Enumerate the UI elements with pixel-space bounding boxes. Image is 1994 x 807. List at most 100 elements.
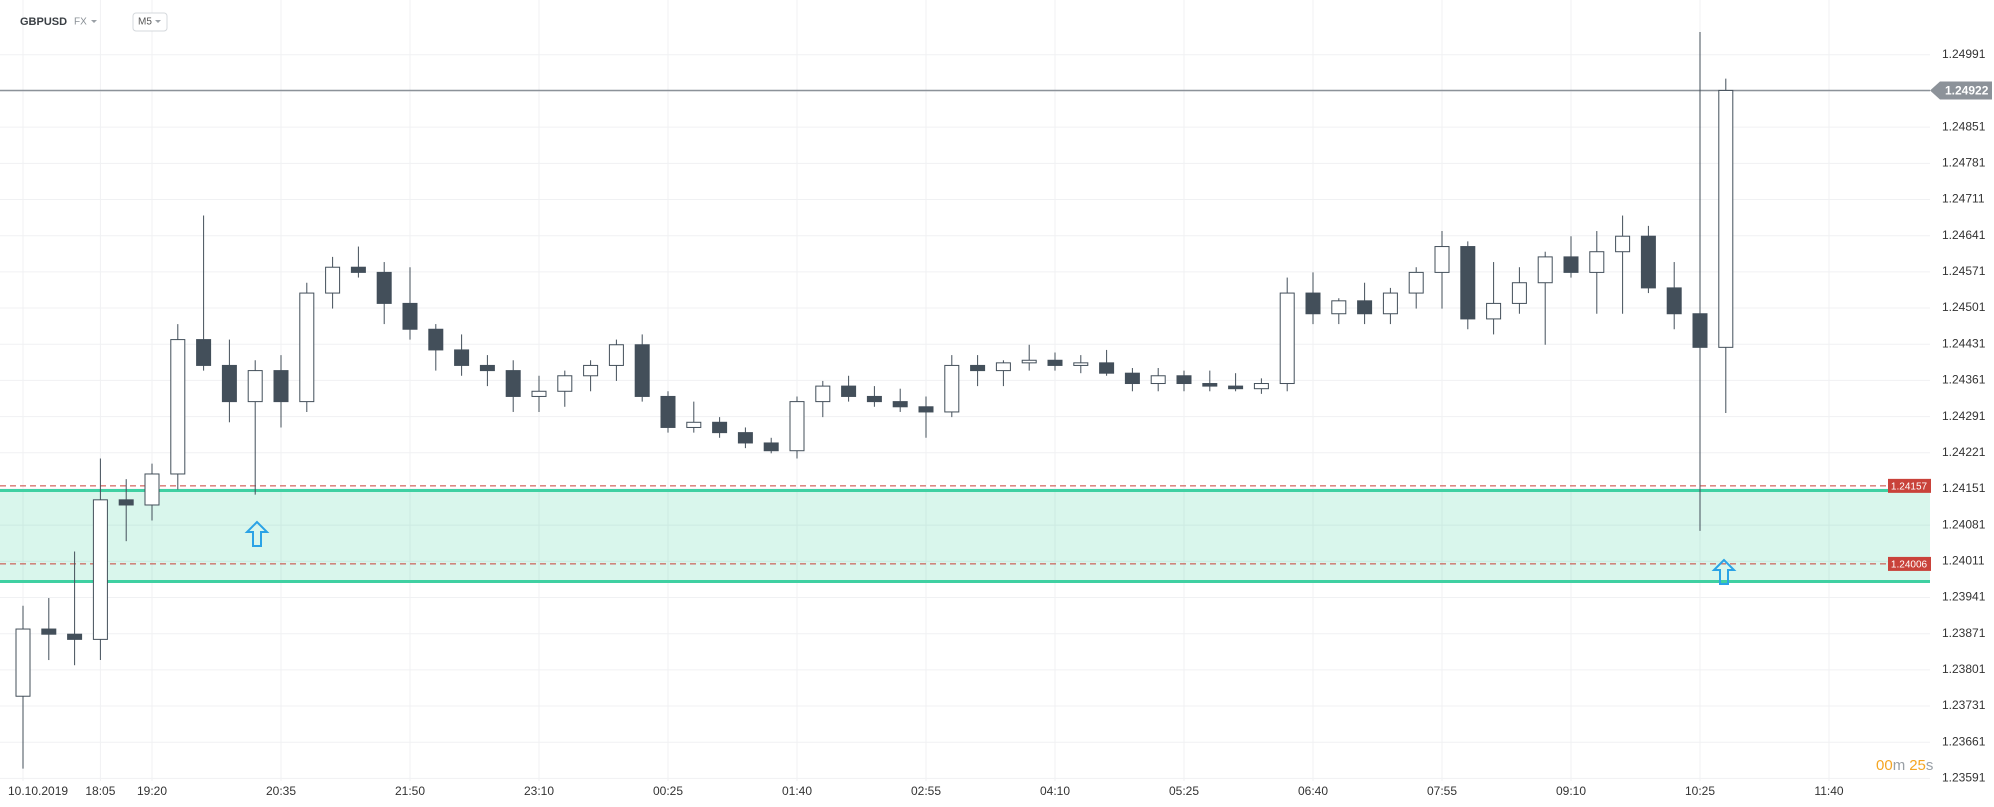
y-tick-label: 1.23871 — [1942, 626, 1986, 640]
y-tick-label: 1.24431 — [1942, 336, 1986, 350]
candle-body — [92, 499, 108, 640]
candle-body — [1047, 359, 1063, 366]
y-tick-label: 1.23801 — [1942, 662, 1986, 676]
candle-body — [737, 432, 753, 444]
candle-body — [712, 421, 728, 434]
countdown: 00m 25s — [1876, 757, 1933, 774]
candle-body — [170, 339, 186, 475]
candle-body — [789, 401, 805, 452]
timeframe-box[interactable] — [132, 12, 168, 32]
x-tick-label: 18:05 — [85, 784, 115, 798]
candle-body — [1202, 383, 1218, 387]
y-tick-label: 1.24991 — [1942, 47, 1986, 61]
candle-body — [402, 302, 418, 330]
candle-body — [299, 292, 315, 403]
candle-body — [144, 473, 160, 506]
candle-body — [608, 344, 624, 366]
y-tick-label: 1.23941 — [1942, 590, 1986, 604]
countdown-seconds: 25 — [1909, 757, 1926, 774]
buy-arrow — [244, 520, 270, 547]
timeframe-caret — [155, 20, 161, 23]
candle-body — [1563, 256, 1579, 273]
candle-body — [196, 339, 212, 366]
candle-body — [376, 271, 392, 304]
y-tick-label: 1.24851 — [1942, 119, 1986, 133]
candle-body — [944, 364, 960, 413]
x-tick-label: 05:25 — [1169, 784, 1199, 798]
candle-body — [479, 364, 495, 372]
buy-arrow — [1711, 558, 1737, 585]
candle-body — [1486, 302, 1502, 320]
candle-body — [1615, 235, 1631, 253]
candle-body — [118, 499, 134, 506]
y-tick-label: 1.24641 — [1942, 228, 1986, 242]
candle-body — [67, 633, 83, 640]
y-tick-label: 1.24361 — [1942, 373, 1986, 387]
label-layer: 1.23591 1.23661 1.23731 1.23801 1.23871 1.239… — [8, 47, 1992, 798]
x-tick-label: 11:40 — [1814, 784, 1843, 798]
x-tick-label: 07:55 — [1427, 784, 1457, 798]
candle-body — [454, 349, 470, 366]
x-tick-label: 06:40 — [1298, 784, 1328, 798]
grid-layer — [0, 0, 1930, 781]
candle-body — [1537, 256, 1553, 284]
candle-body — [350, 266, 366, 273]
candle-body — [557, 375, 573, 392]
y-tick-label: 1.24571 — [1942, 264, 1986, 278]
candle-body — [1305, 292, 1321, 315]
y-tick-label: 1.24781 — [1942, 156, 1986, 170]
candle-body — [1408, 271, 1424, 294]
y-tick-label: 1.23731 — [1942, 698, 1986, 712]
candle-body — [1692, 313, 1708, 348]
candle-body — [1666, 287, 1682, 315]
candle-body — [221, 364, 237, 403]
candle-body — [1718, 89, 1734, 348]
candle-body — [970, 364, 986, 372]
x-tick-label: 20:35 — [266, 784, 296, 798]
x-tick-label: 04:10 — [1040, 784, 1070, 798]
candle-body — [1124, 372, 1140, 385]
candle-body — [686, 421, 702, 428]
level-label: 1.24157 — [1891, 482, 1928, 493]
y-tick-label: 1.24711 — [1942, 192, 1985, 206]
candle-body — [1511, 282, 1527, 304]
candle-body — [1150, 375, 1166, 385]
candle-body — [841, 385, 857, 397]
candle-layer — [15, 32, 1734, 769]
y-tick-label: 1.24501 — [1942, 300, 1986, 314]
timeframe[interactable]: M5 — [138, 17, 152, 28]
x-tick-label: 19:20 — [137, 784, 167, 798]
candle-body — [1331, 300, 1347, 315]
market-caret — [91, 20, 97, 23]
symbol[interactable]: GBPUSD — [20, 16, 67, 28]
level-tag — [1888, 478, 1931, 493]
x-tick-label: 10.10.2019 — [8, 784, 68, 798]
candle-body — [1589, 251, 1605, 273]
market: FX — [74, 17, 87, 28]
candle-body — [1099, 362, 1115, 374]
last-price-tag — [1930, 81, 1992, 100]
candle-body — [995, 362, 1011, 372]
candle-body — [531, 390, 547, 397]
candle-body — [660, 395, 676, 428]
signal-arrows — [244, 520, 1737, 585]
candle-body — [1382, 292, 1398, 315]
countdown-unit: m — [1893, 757, 1906, 774]
candle-body — [763, 442, 779, 452]
candle-body — [1176, 375, 1192, 385]
x-tick-label: 21:50 — [395, 784, 425, 798]
x-tick-label: 09:10 — [1556, 784, 1586, 798]
support-zone — [0, 490, 1930, 582]
candle-body — [15, 628, 31, 697]
candle-body — [1228, 385, 1244, 390]
candle-body — [634, 344, 650, 397]
y-tick-label: 1.23591 — [1942, 771, 1986, 785]
candle-body — [866, 395, 882, 403]
x-tick-label: 23:10 — [524, 784, 554, 798]
countdown-minutes: 00 — [1876, 757, 1893, 774]
y-tick-label: 1.24221 — [1942, 445, 1986, 459]
candle-body — [918, 406, 934, 413]
candle-body — [1279, 292, 1295, 385]
candle-body — [428, 328, 444, 351]
